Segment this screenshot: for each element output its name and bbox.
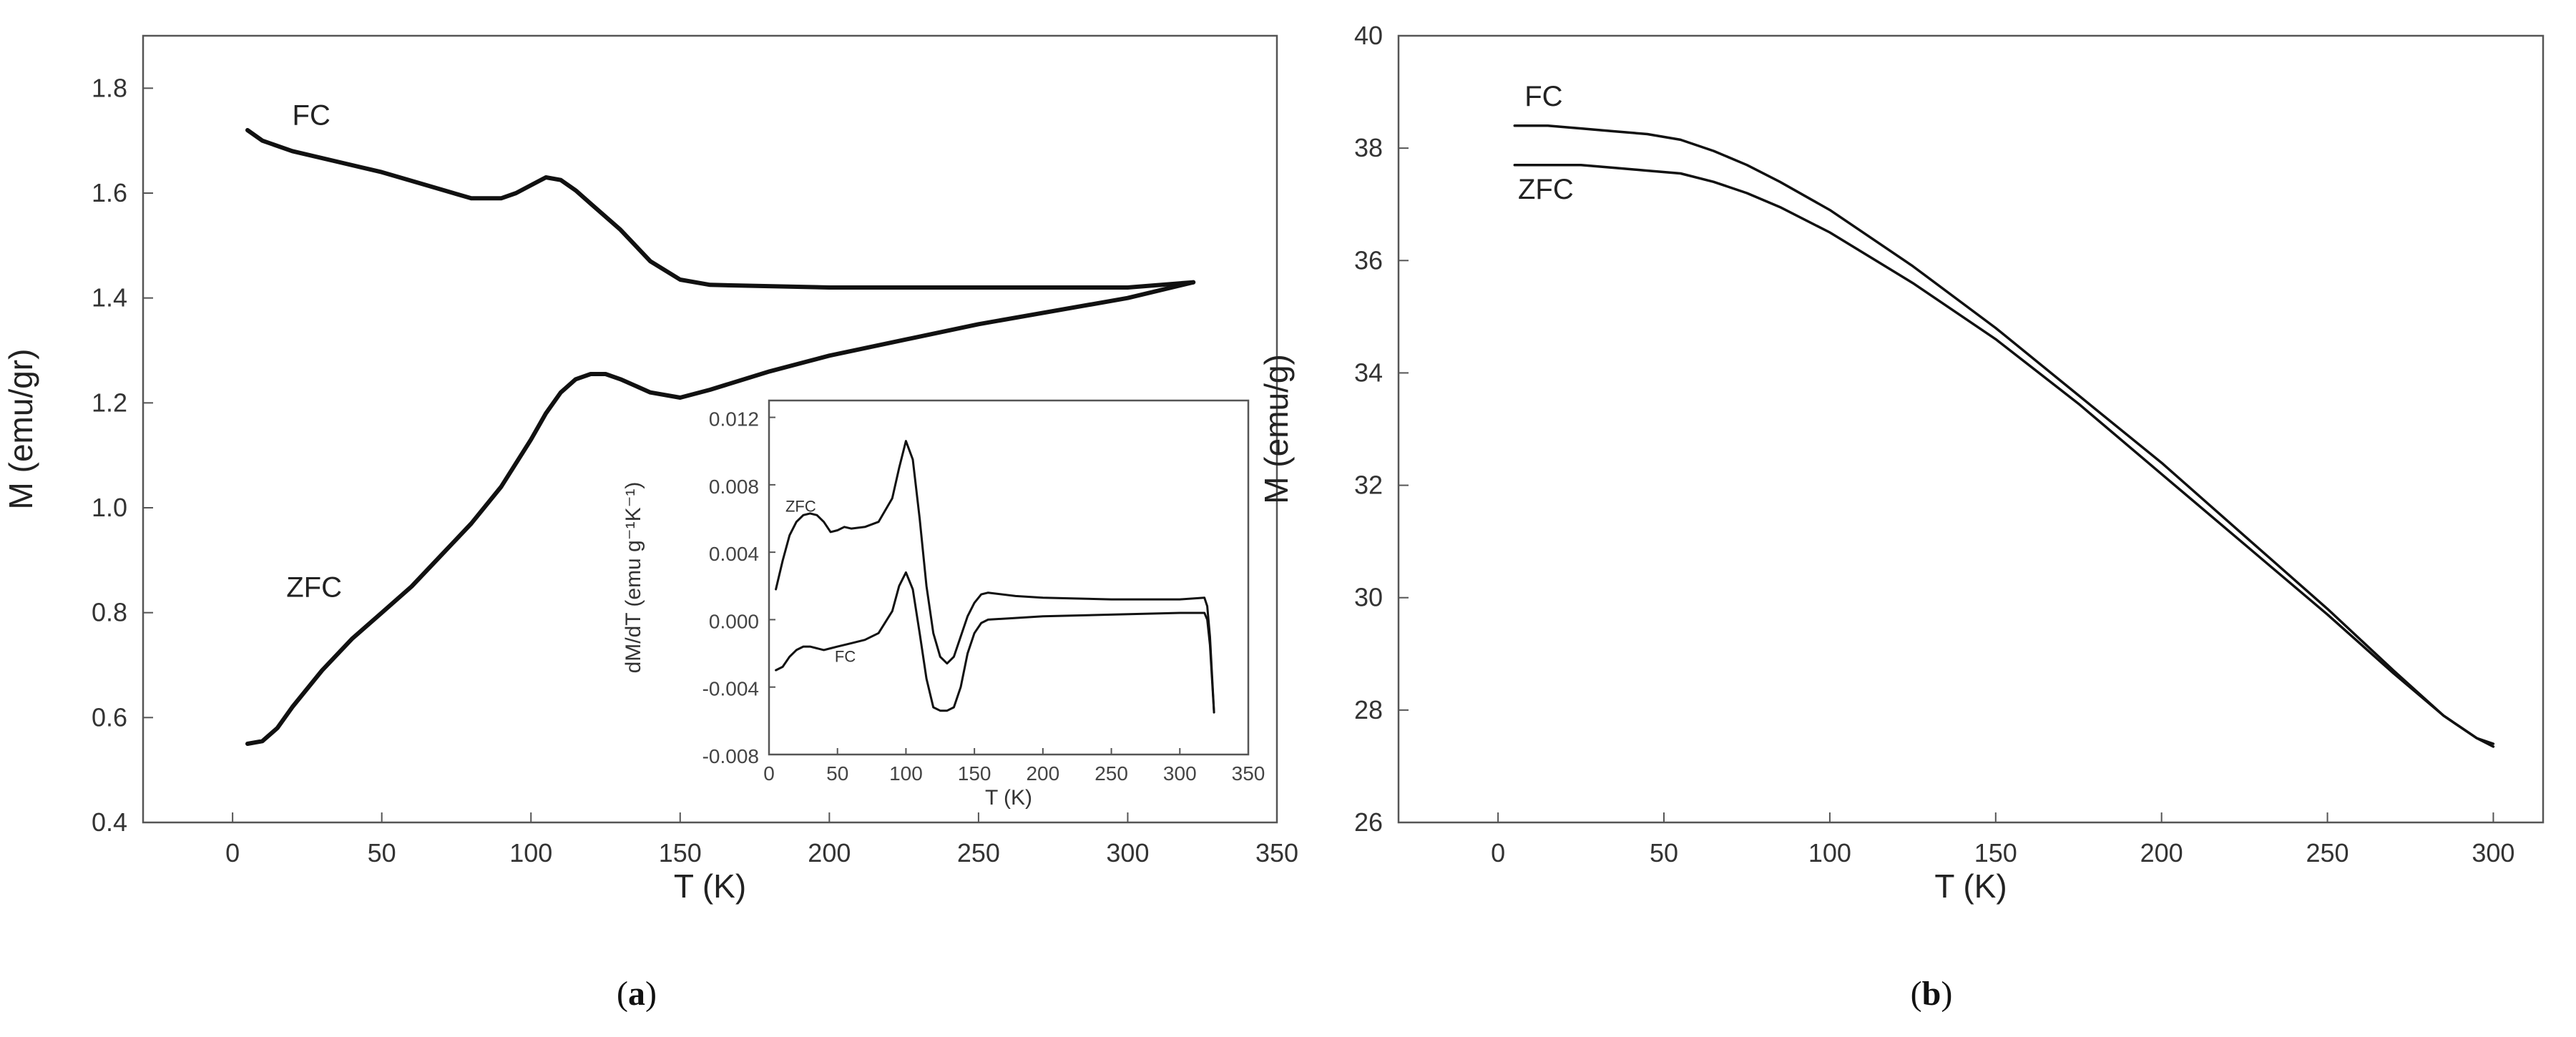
- panel-a-y-tick-label: 1.8: [92, 73, 127, 102]
- inset-x-tick-label: 200: [1026, 762, 1059, 785]
- inset-series-zfc-line: [775, 440, 1215, 714]
- panel-a-y-tick-label: 1.2: [92, 388, 127, 417]
- inset-background: [769, 400, 1248, 755]
- panel-a-y-tick-label: 0.4: [92, 807, 127, 837]
- panel-a-plot-frame: [142, 34, 1278, 824]
- panel-a-y-tick-label: 1.0: [92, 493, 127, 522]
- inset-y-tick-label: -0.004: [702, 678, 759, 700]
- panel-a-x-tick-label: 250: [957, 838, 1000, 868]
- panel-b-x-tick-label: 200: [2140, 838, 2183, 868]
- inset-y-tick-label: 0.012: [709, 408, 759, 431]
- inset-y-tick-label: 0.000: [709, 610, 759, 632]
- inset-x-tick-label: 50: [826, 762, 848, 785]
- panel-b-x-tick-label: 150: [1974, 838, 2017, 868]
- panel-b-series-zfc-line: [1513, 163, 2495, 745]
- inset-x-tick-label: 350: [1232, 762, 1265, 785]
- panel-a-series-fc-line: [245, 128, 1196, 290]
- panel-a-y-axis-label: M (emu/gr): [2, 349, 39, 510]
- panel-b-series-label-fc: FC: [1524, 81, 1562, 112]
- panel-a-series-zfc-line: [245, 280, 1196, 746]
- inset-y-tick-label: 0.004: [709, 543, 759, 565]
- inset-x-tick-label: 150: [958, 762, 991, 785]
- panel-a-series-label-fc: FC: [293, 100, 330, 132]
- inset-x-tick-label: 250: [1094, 762, 1128, 785]
- panel-b-x-axis-label: T (K): [1934, 868, 2007, 905]
- panel-a-panel-caption: (a): [617, 975, 657, 1013]
- inset-x-axis-label: T (K): [985, 786, 1032, 810]
- inset-plot-frame: [768, 399, 1250, 756]
- panel-b-y-tick-label: 36: [1354, 245, 1383, 275]
- inset-y-axis-label: dM/dT (emu g⁻¹K⁻¹): [622, 482, 645, 674]
- inset-series-fc-line: [775, 571, 1215, 714]
- panel-b-plot-frame: [1397, 34, 2545, 824]
- panel-a-x-tick-label: 150: [659, 838, 702, 868]
- panel-b-panel-caption: (b): [1911, 975, 1953, 1013]
- panel-b-series-fc-line: [1513, 124, 2495, 748]
- panel-b-y-tick-label: 30: [1354, 583, 1383, 612]
- panel-b-x-tick-label: 100: [1808, 838, 1851, 868]
- panel-b-x-tick-label: 250: [2306, 838, 2349, 868]
- panel-a-y-tick-label: 1.4: [92, 283, 127, 313]
- panel-b-y-tick-label: 34: [1354, 358, 1383, 387]
- inset-y-tick-label: 0.008: [709, 476, 759, 498]
- panel-b-x-tick-label: 50: [1650, 838, 1678, 868]
- panel-b-y-axis-label: M (emu/g): [1258, 354, 1295, 504]
- panel-b-y-tick-label: 40: [1354, 21, 1383, 50]
- panel-a-series-label-zfc: ZFC: [286, 572, 342, 604]
- panel-a-x-tick-label: 300: [1106, 838, 1149, 868]
- panel-b-series-label-zfc: ZFC: [1518, 174, 1574, 205]
- inset-x-tick-label: 0: [763, 762, 775, 785]
- inset-series-label-zfc: ZFC: [785, 498, 816, 516]
- panel-a-x-axis-label: T (K): [674, 868, 746, 905]
- panel-a-x-tick-label: 50: [368, 838, 396, 868]
- panel-b-y-tick-label: 28: [1354, 695, 1383, 724]
- inset-x-tick-label: 100: [889, 762, 923, 785]
- panel-b-y-tick-label: 26: [1354, 807, 1383, 837]
- inset-y-tick-label: -0.008: [702, 745, 759, 767]
- panel-b-y-tick-label: 32: [1354, 471, 1383, 500]
- panel-a-x-tick-label: 350: [1255, 838, 1298, 868]
- panel-a-y-tick-label: 0.8: [92, 598, 127, 627]
- panel-a-y-tick-label: 0.6: [92, 702, 127, 732]
- panel-b-y-tick-label: 38: [1354, 133, 1383, 162]
- panel-b-x-tick-label: 300: [2472, 838, 2514, 868]
- panel-a-x-tick-label: 200: [808, 838, 851, 868]
- panel-a-y-tick-label: 1.6: [92, 178, 127, 207]
- inset-series-label-fc: FC: [835, 647, 856, 665]
- panel-a-x-tick-label: 0: [225, 838, 240, 868]
- panel-a-x-tick-label: 100: [509, 838, 552, 868]
- panel-b-x-tick-label: 0: [1491, 838, 1505, 868]
- inset-x-tick-label: 300: [1163, 762, 1197, 785]
